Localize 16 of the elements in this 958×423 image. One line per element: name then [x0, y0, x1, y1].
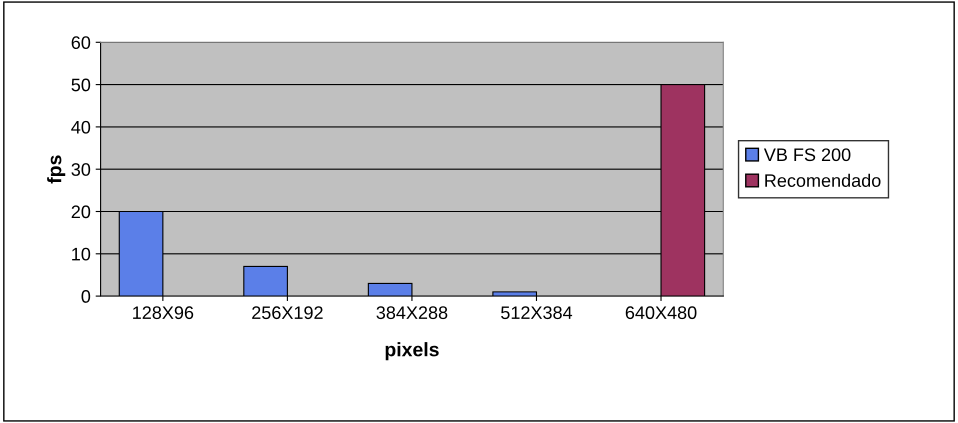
x-tick-label: 640X480 — [626, 306, 696, 320]
x-axis-title: pixels — [386, 342, 439, 360]
x-tick-label: 512X384 — [501, 306, 572, 320]
x-tick-label: 256X192 — [252, 306, 323, 320]
y-tick-label: 30 — [71, 163, 90, 176]
y-tick-label: 40 — [71, 120, 90, 134]
y-tick-label: 10 — [72, 248, 90, 261]
x-tick-label: 128X96 — [133, 306, 194, 320]
y-axis-title: fps — [47, 155, 66, 184]
y-tick-label: 50 — [72, 78, 90, 92]
legend-label: VB FS 200 — [764, 148, 850, 162]
y-tick-label: 0 — [82, 290, 90, 303]
y-tick-label: 60 — [72, 36, 90, 50]
y-tick-label: 20 — [72, 205, 90, 218]
legend-label: Recomendado — [765, 174, 881, 187]
x-tick-label: 384X288 — [376, 306, 448, 320]
